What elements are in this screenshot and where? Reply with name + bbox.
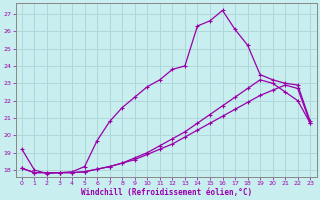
X-axis label: Windchill (Refroidissement éolien,°C): Windchill (Refroidissement éolien,°C) — [81, 188, 252, 197]
